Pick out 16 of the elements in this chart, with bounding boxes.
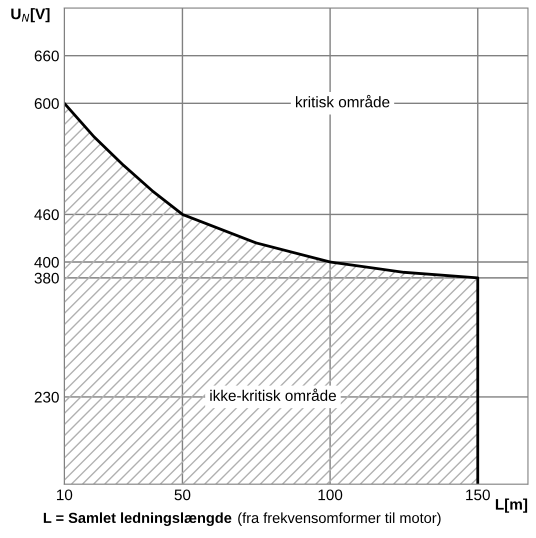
text: (fra frekvensomformer til motor) [238, 512, 441, 526]
y-axis-title: U$_{N}$[V] [11, 8, 50, 22]
annotation: ikke-kritisk område [210, 388, 336, 402]
y-tick-label: 600 [34, 98, 59, 109]
y-tick-label: 380 [34, 272, 59, 284]
y-tick-label: 230 [34, 392, 59, 403]
text: L = Samlet ledningslængde [44, 512, 232, 526]
x-tick-label: 150 [466, 489, 490, 500]
y-tick-label: 400 [34, 256, 59, 268]
y-tick-label: 660 [34, 50, 59, 62]
x-axis-title: L[m] [496, 498, 528, 513]
annotation: kritisk område [296, 94, 390, 108]
x-tick-label: 100 [318, 489, 342, 500]
x-tick-label: 50 [174, 489, 190, 500]
y-tick-label: 460 [34, 209, 59, 220]
x-tick-label: 10 [56, 489, 72, 500]
